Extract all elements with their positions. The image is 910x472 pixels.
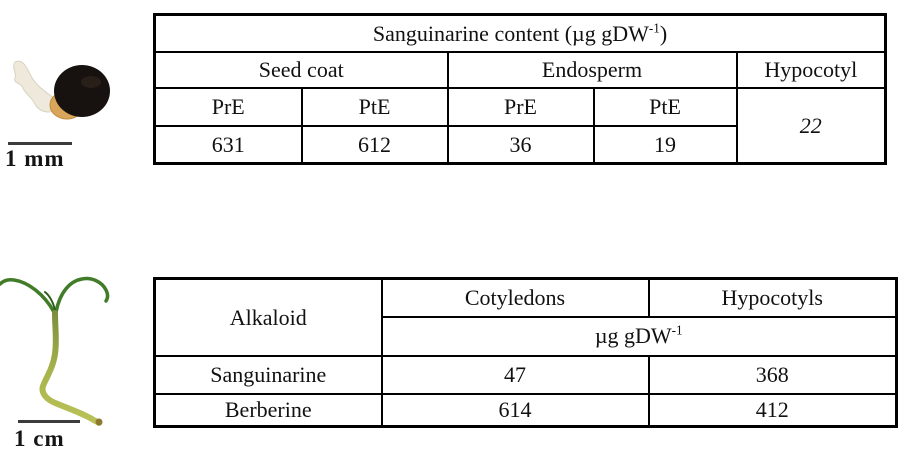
header-seed-coat: Seed coat xyxy=(153,50,449,89)
value-berberine-hypocotyls: 412 xyxy=(647,392,898,428)
seed-scale-label: 1 mm xyxy=(5,146,65,171)
center-shoot xyxy=(44,291,56,311)
value-endosperm-pre: 36 xyxy=(446,124,595,165)
value-seedcoat-pre: 631 xyxy=(153,124,303,165)
cotyledon-left-blade xyxy=(0,278,56,314)
seed-body-shape xyxy=(54,65,110,117)
table-title-text: Sanguinarine content (µg gDW xyxy=(372,20,649,46)
seed-scale-bar xyxy=(8,142,72,145)
value-sanguinarine-cotyledons: 47 xyxy=(380,354,650,395)
unit-row: µg gDW-1 xyxy=(380,315,898,357)
value-hypocotyl: 22 xyxy=(735,86,887,165)
header-alkaloid: Alkaloid xyxy=(153,277,383,357)
table-title: Sanguinarine content (µg gDW-1) xyxy=(153,13,887,53)
value-endosperm-pte: 19 xyxy=(592,124,738,165)
sanguinarine-content-table: Sanguinarine content (µg gDW-1) Seed coa… xyxy=(153,13,888,165)
subheader-seedcoat-pre: PrE xyxy=(153,86,303,127)
seed-body-highlight xyxy=(81,76,101,88)
unit-text: µg gDW xyxy=(594,323,672,349)
alkaloid-content-table: Alkaloid Cotyledons Hypocotyls µg gDW-1 … xyxy=(153,277,898,428)
row-label-berberine: Berberine xyxy=(153,392,383,428)
header-cotyledons: Cotyledons xyxy=(380,277,650,318)
table-title-close: ) xyxy=(659,20,668,46)
value-seedcoat-pte: 612 xyxy=(300,124,449,165)
cotyledon-right-blade xyxy=(54,276,110,314)
root-tip xyxy=(95,418,103,426)
seed-radicle-shape xyxy=(13,60,58,113)
seedling-scale-bar xyxy=(18,420,80,423)
subheader-seedcoat-pte: PtE xyxy=(300,86,449,127)
header-endosperm: Endosperm xyxy=(446,50,738,89)
header-hypocotyls: Hypocotyls xyxy=(647,277,898,318)
row-label-sanguinarine: Sanguinarine xyxy=(153,354,383,395)
germinating-seed-photo xyxy=(13,60,110,120)
value-sanguinarine-hypocotyls: 368 xyxy=(647,354,898,395)
value-berberine-cotyledons: 614 xyxy=(380,392,650,428)
unit-superscript: -1 xyxy=(671,323,683,339)
hypocotyl-stem xyxy=(39,310,102,426)
subheader-endosperm-pte: PtE xyxy=(592,86,738,127)
subheader-endosperm-pre: PrE xyxy=(446,86,595,127)
unit-superscript: -1 xyxy=(648,20,660,36)
seedling-photo xyxy=(0,276,110,426)
seedling-scale-label: 1 cm xyxy=(14,426,65,451)
header-hypocotyl: Hypocotyl xyxy=(735,50,887,89)
